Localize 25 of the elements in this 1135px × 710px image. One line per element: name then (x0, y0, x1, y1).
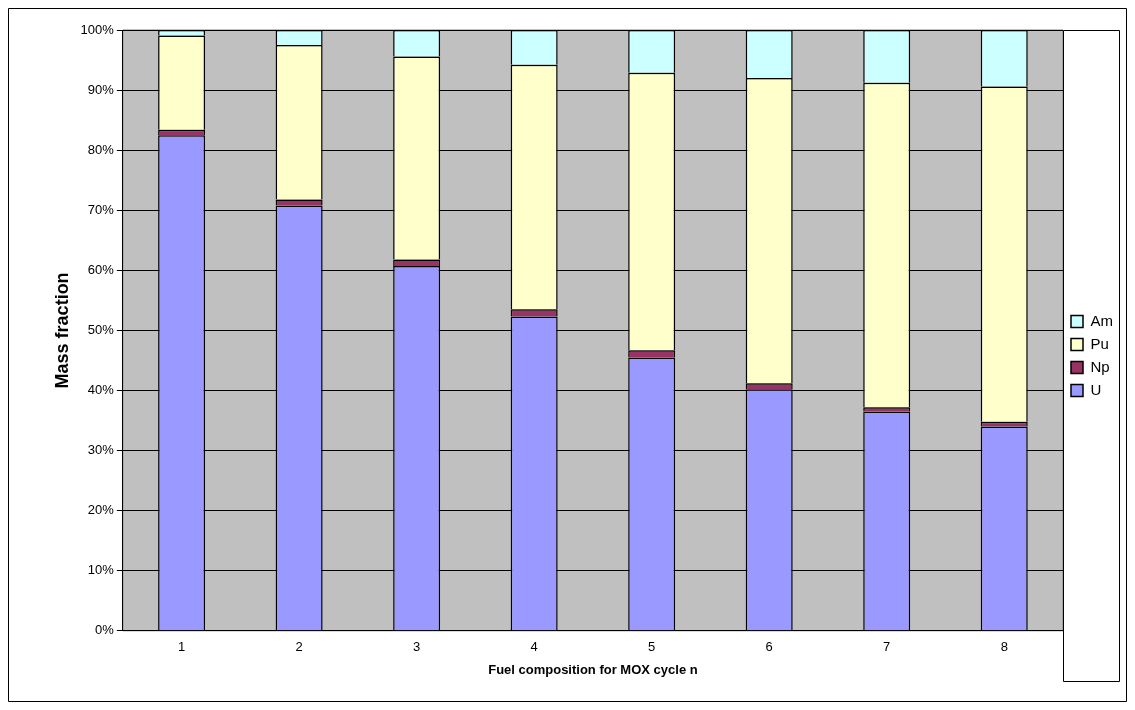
x-tick-label: 1 (177, 639, 186, 655)
x-tick-label: 8 (1000, 639, 1008, 655)
x-tick-label: 5 (648, 639, 656, 655)
x-tick-label: 7 (883, 639, 891, 655)
y-axis-title: Mass fraction (51, 272, 72, 389)
x-tick-label: 2 (295, 639, 303, 655)
legend-label: Np (1090, 357, 1110, 375)
x-tick-label: 4 (530, 639, 538, 655)
y-tick-label: 50% (87, 321, 115, 337)
x-axis-title: Fuel composition for MOX cycle n (488, 661, 698, 677)
y-tick-label: 80% (87, 141, 115, 157)
y-tick-label: 40% (87, 382, 115, 398)
x-tick-label: 6 (765, 639, 773, 655)
y-tick-label: 90% (87, 81, 115, 97)
y-tick-label: 0% (95, 622, 115, 638)
x-tick-label: 3 (413, 639, 421, 655)
y-tick-label: 100% (80, 21, 115, 37)
legend-label: U (1090, 380, 1102, 398)
y-tick-label: 30% (87, 442, 115, 458)
y-tick-label: 10% (87, 562, 115, 578)
y-tick-label: 20% (87, 502, 115, 518)
y-tick-label: 60% (87, 261, 115, 277)
legend-label: Pu (1090, 334, 1109, 352)
legend-label: Am (1090, 311, 1113, 329)
y-tick-label: 70% (87, 201, 115, 217)
